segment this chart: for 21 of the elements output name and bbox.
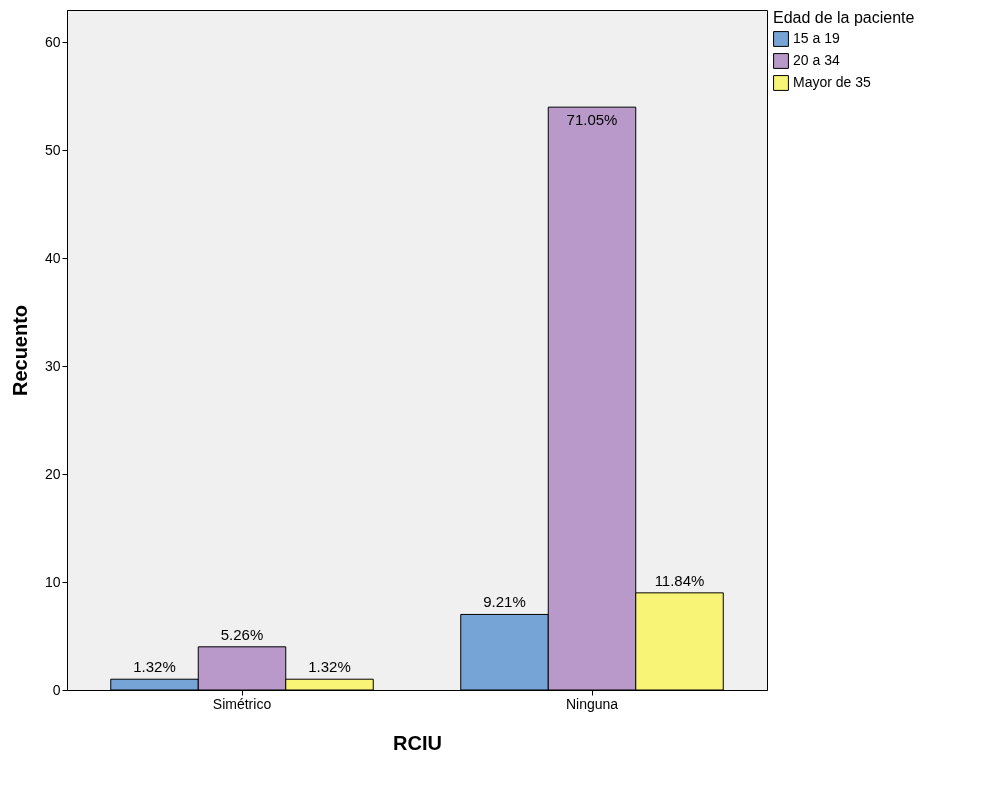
y-tick-label: 20 <box>44 465 61 482</box>
x-axis-title: RCIU <box>393 731 442 754</box>
y-axis-title: Recuento <box>8 304 31 397</box>
legend-title: Edad de la paciente <box>773 9 915 26</box>
y-tick-label: 30 <box>44 357 61 374</box>
legend-label: 20 a 34 <box>793 52 840 68</box>
annotation: 5.26% <box>220 625 264 643</box>
annotation: 71.05% <box>566 111 618 129</box>
legend-label: Mayor de 35 <box>793 74 872 90</box>
x-tick-label: Simétrico <box>212 695 272 712</box>
legend-label: 15 a 19 <box>793 30 840 46</box>
x-tick-label: Ninguna <box>565 695 619 712</box>
y-tick-label: 10 <box>44 573 61 590</box>
y-tick-label: 40 <box>44 249 61 266</box>
y-tick-label: 0 <box>52 681 61 698</box>
annotation: 1.32% <box>308 658 351 676</box>
annotation: 1.32% <box>133 658 176 676</box>
y-tick-label: 50 <box>44 141 61 158</box>
y-tick-label: 60 <box>44 33 61 50</box>
annotation: 9.21% <box>483 593 526 611</box>
annotation: 11.84% <box>654 571 705 589</box>
